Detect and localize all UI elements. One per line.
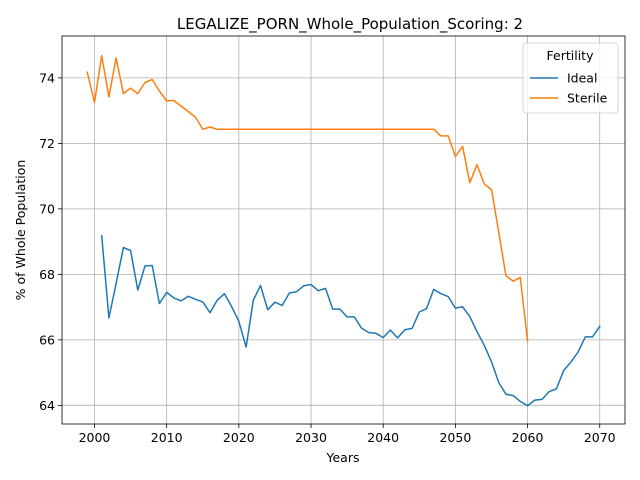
chart-title: LEGALIZE_PORN_Whole_Population_Scoring: … bbox=[177, 15, 523, 34]
x-tick-label: 2040 bbox=[367, 430, 399, 445]
x-tick-label: 2030 bbox=[295, 430, 327, 445]
legend-title: Fertility bbox=[547, 48, 595, 63]
legend-box bbox=[522, 42, 619, 114]
y-tick-label: 64 bbox=[39, 398, 55, 413]
legend-label-ideal: Ideal bbox=[567, 71, 597, 86]
series-lines bbox=[86, 54, 601, 407]
x-axis-label: Years bbox=[326, 450, 360, 465]
y-tick-label: 74 bbox=[39, 70, 55, 85]
plot-frame bbox=[61, 35, 626, 425]
axis-ticks: 2000 2010 2020 2030 2040 2050 2060 2070 64 66 68 70… bbox=[39, 70, 616, 445]
series-line-sterile bbox=[86, 54, 529, 343]
series-line-ideal bbox=[100, 234, 601, 407]
x-tick-label: 2060 bbox=[512, 430, 544, 445]
y-tick-label: 72 bbox=[39, 136, 55, 151]
y-tick-label: 70 bbox=[39, 201, 55, 216]
x-tick-label: 2050 bbox=[439, 430, 471, 445]
y-tick-label: 68 bbox=[39, 267, 55, 282]
x-tick-label: 2020 bbox=[223, 430, 255, 445]
x-tick-label: 2010 bbox=[151, 430, 183, 445]
legend-label-sterile: Sterile bbox=[567, 91, 608, 106]
x-tick-label: 2000 bbox=[79, 430, 111, 445]
x-tick-label: 2070 bbox=[584, 430, 616, 445]
y-axis-label: % of Whole Population bbox=[13, 160, 28, 301]
legend: Fertility Ideal Sterile bbox=[522, 42, 619, 114]
y-tick-label: 66 bbox=[39, 332, 55, 347]
